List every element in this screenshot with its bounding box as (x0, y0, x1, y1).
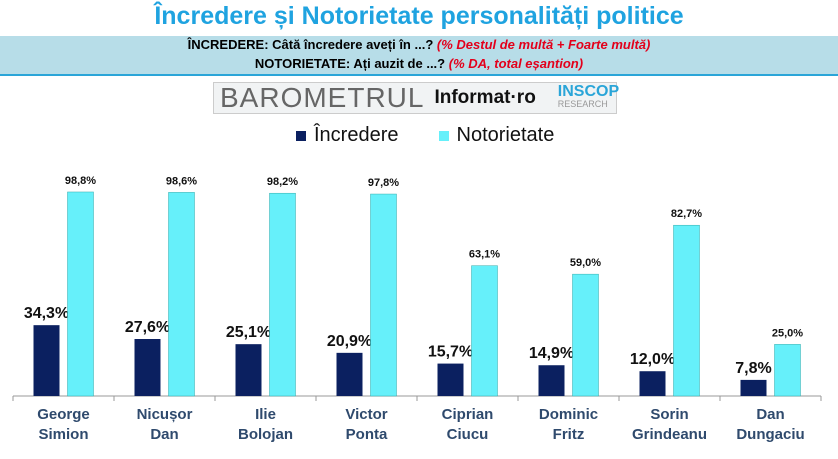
data-label: 97,8% (368, 177, 399, 189)
category-label: Ponta (346, 426, 388, 443)
data-label: 25,1% (226, 324, 271, 341)
category-label: Simion (38, 426, 88, 443)
subtitle-awareness: NOTORIETATE: Ați auzit de ...? (% DA, to… (254, 56, 584, 71)
data-label: 27,6% (125, 319, 170, 336)
data-label: 14,9% (529, 345, 574, 362)
bar-awareness (269, 192, 296, 397)
bar-trust (134, 339, 161, 396)
data-label: 20,9% (327, 333, 372, 350)
data-label: 25,0% (772, 327, 803, 339)
data-label: 15,7% (428, 344, 473, 361)
category-label: Dan (150, 426, 178, 443)
bar-trust (740, 379, 767, 396)
category-label: Dungaciu (736, 426, 804, 443)
data-label: 59,0% (570, 257, 601, 269)
data-label: 98,2% (267, 176, 298, 188)
category-label: Nicușor (137, 406, 193, 423)
data-label: 82,7% (671, 208, 702, 220)
chart-title: Încredere și Notorietate personalități p… (154, 2, 684, 30)
bar-awareness (774, 344, 801, 397)
category-label: Grindeanu (632, 426, 707, 443)
bar-trust (33, 325, 60, 396)
bar-trust (639, 371, 666, 396)
data-label: 12,0% (630, 351, 675, 368)
legend: Încredere Notorietate (296, 124, 554, 147)
sponsor-logos: BAROMETRUL Informat·ro INSCOP RESEARCH (213, 82, 620, 114)
category-label: Bolojan (238, 426, 293, 443)
bar-awareness (67, 191, 94, 397)
category-label: Ciprian (442, 406, 494, 423)
inscop-logo: INSCOP RESEARCH (557, 83, 620, 110)
bar-trust (336, 352, 363, 396)
subtitle-band: ÎNCREDERE: Câtă încredere aveți în ...? … (0, 36, 838, 76)
category-label: Sorin (650, 406, 688, 423)
bar-awareness (168, 192, 195, 397)
bar-awareness (572, 273, 599, 397)
category-label: Ilie (255, 406, 276, 423)
category-label: George (37, 406, 90, 423)
category-label: Victor (345, 406, 387, 423)
legend-swatch-awareness (438, 130, 449, 141)
category-label: Fritz (553, 426, 585, 443)
legend-label-trust: Încredere (314, 124, 399, 146)
category-label: Ciucu (447, 426, 489, 443)
subtitle-trust: ÎNCREDERE: Câtă încredere aveți în ...? … (187, 37, 651, 52)
informat-logo: Informat·ro (434, 87, 536, 108)
data-label: 63,1% (469, 249, 500, 261)
data-label: 7,8% (735, 360, 771, 377)
barometrul-logo: BAROMETRUL (220, 82, 425, 113)
bar-awareness (673, 224, 700, 397)
bar-awareness (370, 193, 397, 397)
legend-swatch-trust (296, 130, 306, 141)
bar-trust (235, 344, 262, 396)
category-label: Dan (756, 406, 784, 423)
legend-label-awareness: Notorietate (456, 124, 555, 146)
data-label: 34,3% (24, 305, 69, 322)
bar-trust (538, 365, 565, 396)
data-label: 98,6% (166, 175, 197, 187)
bar-awareness (471, 265, 498, 397)
category-label: Dominic (539, 406, 598, 423)
data-label: 98,8% (65, 175, 96, 187)
bar-trust (437, 363, 464, 396)
